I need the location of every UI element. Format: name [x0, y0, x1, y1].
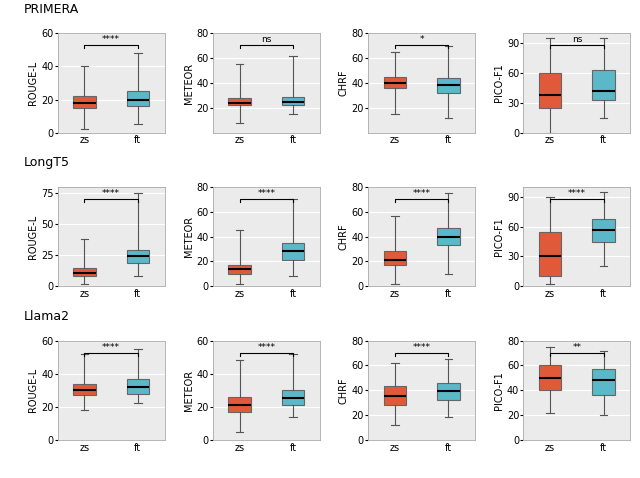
PathPatch shape [73, 96, 95, 108]
PathPatch shape [383, 251, 406, 265]
Text: ****: **** [568, 189, 586, 198]
Text: Llama2: Llama2 [23, 310, 69, 323]
Text: PRIMERA: PRIMERA [23, 2, 79, 16]
Text: ****: **** [413, 343, 431, 351]
Text: ****: **** [102, 35, 120, 44]
Y-axis label: METEOR: METEOR [184, 369, 193, 411]
Y-axis label: CHRF: CHRF [339, 377, 349, 403]
Text: ****: **** [257, 343, 275, 351]
Text: ns: ns [572, 35, 582, 44]
Text: ****: **** [413, 189, 431, 198]
PathPatch shape [593, 70, 615, 100]
Text: ****: **** [257, 189, 275, 198]
Y-axis label: METEOR: METEOR [184, 216, 193, 257]
PathPatch shape [593, 369, 615, 395]
Y-axis label: METEOR: METEOR [184, 63, 193, 104]
Y-axis label: ROUGE-L: ROUGE-L [28, 215, 38, 259]
PathPatch shape [437, 383, 460, 400]
PathPatch shape [73, 268, 95, 276]
PathPatch shape [282, 243, 305, 260]
Text: ****: **** [102, 189, 120, 198]
PathPatch shape [437, 78, 460, 93]
PathPatch shape [282, 97, 305, 105]
PathPatch shape [282, 390, 305, 405]
PathPatch shape [539, 232, 561, 276]
PathPatch shape [539, 73, 561, 108]
Y-axis label: ROUGE-L: ROUGE-L [28, 368, 38, 413]
Text: **: ** [572, 343, 581, 351]
PathPatch shape [228, 265, 251, 274]
PathPatch shape [73, 384, 95, 395]
PathPatch shape [437, 228, 460, 245]
PathPatch shape [383, 387, 406, 405]
PathPatch shape [383, 77, 406, 88]
Y-axis label: CHRF: CHRF [339, 223, 349, 250]
Text: *: * [419, 35, 424, 44]
PathPatch shape [593, 219, 615, 241]
Text: LongT5: LongT5 [23, 156, 69, 169]
PathPatch shape [539, 366, 561, 390]
Text: ns: ns [261, 35, 271, 44]
PathPatch shape [228, 397, 251, 412]
PathPatch shape [127, 250, 149, 262]
PathPatch shape [127, 91, 149, 106]
PathPatch shape [127, 379, 149, 393]
Y-axis label: PICO-F1: PICO-F1 [494, 217, 504, 256]
PathPatch shape [228, 98, 251, 105]
Y-axis label: CHRF: CHRF [339, 70, 349, 97]
Text: ****: **** [102, 343, 120, 351]
Y-axis label: PICO-F1: PICO-F1 [494, 64, 504, 102]
Y-axis label: ROUGE-L: ROUGE-L [28, 61, 38, 105]
Y-axis label: PICO-F1: PICO-F1 [494, 371, 504, 410]
